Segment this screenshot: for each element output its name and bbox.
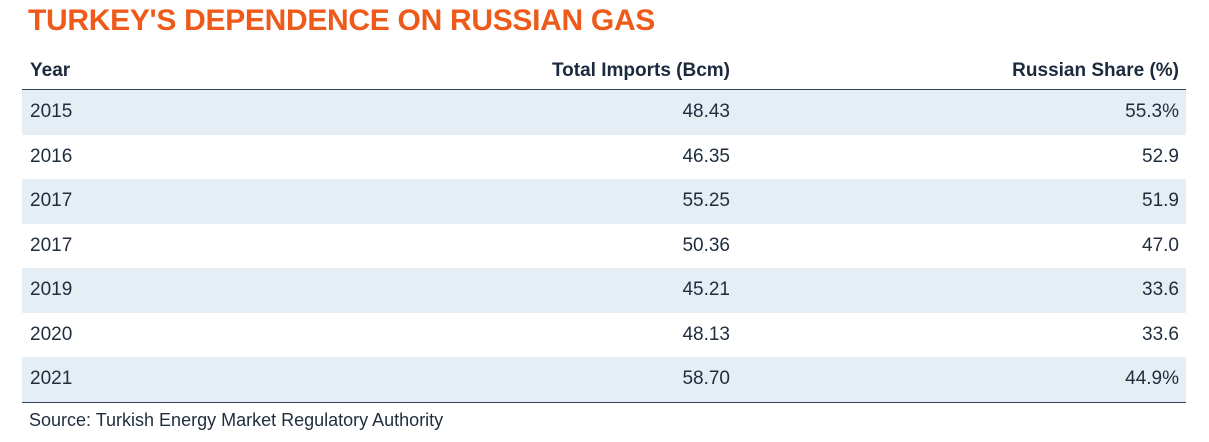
table-body: 2015 48.43 55.3% 2016 46.35 52.9 2017 55… (22, 90, 1186, 403)
source-note: Source: Turkish Energy Market Regulatory… (29, 410, 444, 430)
year-cell: 2017 (30, 234, 73, 256)
total-imports-cell: 48.43 (682, 101, 730, 123)
year-cell: 2016 (30, 145, 73, 167)
year-cell: 2021 (30, 368, 73, 390)
column-header-year: Year (30, 60, 71, 81)
chart-title: TURKEY'S DEPENDENCE ON RUSSIAN GAS (28, 4, 656, 37)
table-row: 2019 45.21 33.6 (22, 268, 1186, 313)
year-cell: 2020 (30, 323, 73, 345)
table-row: 2020 48.13 33.6 (22, 313, 1186, 358)
russian-share-cell: 51.9 (1142, 190, 1179, 212)
russian-share-cell: 33.6 (1142, 323, 1179, 345)
russian-share-cell: 47.0 (1142, 234, 1179, 256)
year-cell: 2015 (30, 101, 73, 123)
column-header-russian-share: Russian Share (%) (1012, 60, 1179, 81)
data-table: Year Total Imports (Bcm) Russian Share (… (22, 53, 1186, 403)
table-row: 2017 50.36 47.0 (22, 224, 1186, 269)
total-imports-cell: 50.36 (682, 234, 730, 256)
column-header-total-imports: Total Imports (Bcm) (551, 60, 730, 81)
table-header-row: Year Total Imports (Bcm) Russian Share (… (22, 53, 1186, 90)
russian-share-cell: 55.3% (1125, 101, 1179, 123)
total-imports-cell: 58.70 (682, 368, 730, 390)
year-cell: 2019 (30, 279, 73, 301)
table-row: 2017 55.25 51.9 (22, 179, 1186, 224)
total-imports-cell: 48.13 (682, 323, 730, 345)
russian-share-cell: 44.9% (1125, 368, 1179, 390)
table-row: 2021 58.70 44.9% (22, 357, 1186, 402)
total-imports-cell: 46.35 (682, 145, 730, 167)
table-row: 2015 48.43 55.3% (22, 90, 1186, 135)
total-imports-cell: 55.25 (682, 190, 730, 212)
table-row: 2016 46.35 52.9 (22, 135, 1186, 180)
russian-share-cell: 52.9 (1142, 145, 1179, 167)
russian-share-cell: 33.6 (1142, 279, 1179, 301)
year-cell: 2017 (30, 190, 73, 212)
total-imports-cell: 45.21 (682, 279, 730, 301)
